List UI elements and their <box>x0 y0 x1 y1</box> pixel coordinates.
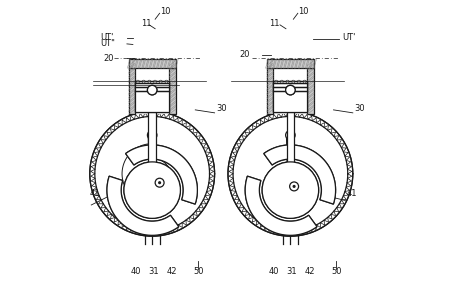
Text: 11: 11 <box>141 19 152 28</box>
Circle shape <box>124 162 180 218</box>
Bar <box>129 59 176 68</box>
Circle shape <box>292 185 296 188</box>
Text: 50: 50 <box>193 267 203 276</box>
Circle shape <box>148 130 157 140</box>
Circle shape <box>153 80 157 83</box>
Circle shape <box>286 85 295 95</box>
Circle shape <box>274 80 278 83</box>
Polygon shape <box>126 145 198 204</box>
Circle shape <box>228 111 353 236</box>
Circle shape <box>158 181 161 184</box>
Text: UT': UT' <box>342 33 356 42</box>
Text: 30: 30 <box>354 104 365 113</box>
Polygon shape <box>126 145 198 204</box>
Bar <box>273 81 307 112</box>
Text: 31: 31 <box>287 267 297 276</box>
Circle shape <box>286 85 295 95</box>
Circle shape <box>280 80 284 83</box>
Bar <box>273 68 307 114</box>
Polygon shape <box>245 176 317 235</box>
Circle shape <box>142 80 145 83</box>
Text: UT": UT" <box>100 39 115 48</box>
Circle shape <box>155 178 164 187</box>
Bar <box>169 68 176 114</box>
Circle shape <box>136 80 140 83</box>
Bar <box>135 81 169 112</box>
Polygon shape <box>148 90 156 190</box>
Text: 20: 20 <box>240 50 250 59</box>
Text: 40: 40 <box>269 267 279 276</box>
Text: 41: 41 <box>347 189 357 198</box>
Polygon shape <box>287 90 294 190</box>
Circle shape <box>148 85 157 95</box>
Bar <box>267 68 273 114</box>
Text: 10: 10 <box>160 7 171 16</box>
Bar <box>135 68 169 114</box>
Circle shape <box>158 181 162 184</box>
Circle shape <box>292 184 296 188</box>
Bar <box>135 81 169 112</box>
Circle shape <box>292 80 295 83</box>
Polygon shape <box>107 176 179 235</box>
Polygon shape <box>264 145 336 204</box>
Circle shape <box>262 162 319 218</box>
Circle shape <box>286 80 289 83</box>
Bar <box>273 81 307 112</box>
Circle shape <box>303 80 306 83</box>
Polygon shape <box>264 145 336 204</box>
Polygon shape <box>107 176 179 235</box>
Text: 42: 42 <box>305 267 315 276</box>
Circle shape <box>148 85 157 95</box>
Circle shape <box>155 178 164 187</box>
Circle shape <box>290 182 298 191</box>
Text: 40: 40 <box>130 267 141 276</box>
Polygon shape <box>245 176 317 235</box>
Circle shape <box>297 80 301 83</box>
Text: 10: 10 <box>298 7 309 16</box>
Circle shape <box>262 162 319 218</box>
Circle shape <box>148 80 151 83</box>
Circle shape <box>124 162 180 218</box>
Text: 11: 11 <box>269 19 279 28</box>
Bar <box>307 68 314 114</box>
Circle shape <box>90 111 215 236</box>
Text: 30: 30 <box>216 104 227 113</box>
Bar <box>267 59 314 68</box>
Text: UT': UT' <box>100 33 113 42</box>
Circle shape <box>286 130 295 140</box>
Bar <box>129 68 135 114</box>
Text: 41: 41 <box>90 189 100 198</box>
Text: 31: 31 <box>148 267 159 276</box>
Polygon shape <box>148 135 156 190</box>
Text: 42: 42 <box>166 267 177 276</box>
Text: 20: 20 <box>103 54 114 63</box>
Text: 50: 50 <box>331 267 342 276</box>
Circle shape <box>159 80 162 83</box>
Polygon shape <box>287 135 294 190</box>
Circle shape <box>165 80 168 83</box>
Circle shape <box>290 182 298 191</box>
